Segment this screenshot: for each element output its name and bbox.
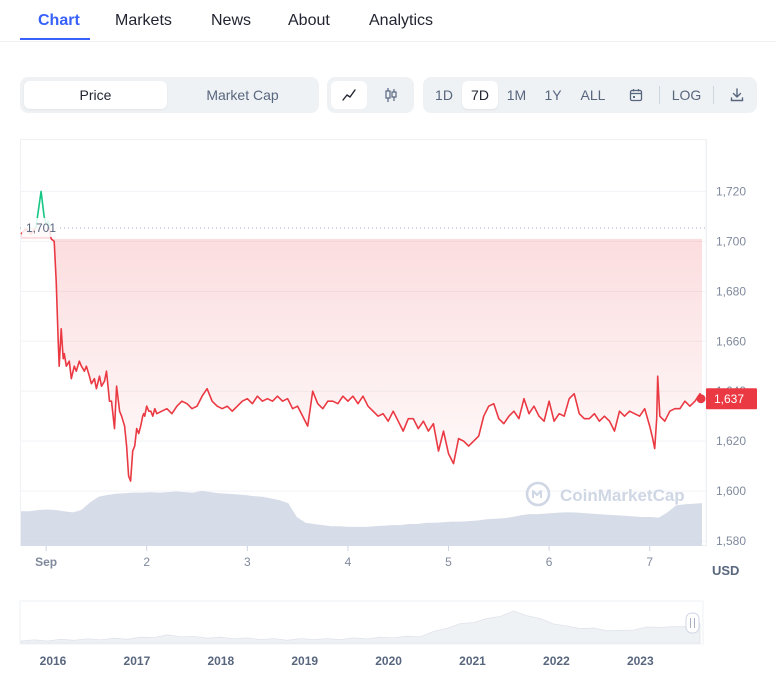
range-7d-button[interactable]: 7D	[462, 81, 498, 109]
current-price-dot	[696, 394, 706, 404]
price-series	[20, 190, 703, 482]
x-tick-label: 4	[345, 555, 352, 569]
y-tick-label: 1,580	[716, 534, 746, 548]
toolbar-divider	[659, 86, 660, 104]
x-tick-label: 7	[646, 555, 653, 569]
market-cap-toggle-button[interactable]: Market Cap	[206, 87, 279, 103]
x-tick-label: 3	[244, 555, 251, 569]
tab-news[interactable]: News	[211, 12, 252, 29]
tab-analytics[interactable]: Analytics	[369, 12, 434, 29]
range-all-button[interactable]: ALL	[580, 87, 606, 103]
toolbar-divider	[713, 86, 714, 104]
x-tick-label: Sep	[35, 555, 57, 569]
y-tick-label: 1,680	[716, 284, 746, 298]
x-axis: Sep 2 3 4 5 6 7	[35, 546, 653, 569]
overview-year-label: 2022	[543, 654, 570, 668]
y-tick-label: 1,600	[716, 484, 746, 498]
overview-year-label: 2018	[207, 654, 234, 668]
watermark: CoinMarketCap	[525, 481, 685, 507]
coinmarketcap-logo-icon	[525, 481, 551, 507]
x-tick-label: 2	[143, 555, 150, 569]
chart-style-toggle	[327, 77, 414, 113]
calendar-icon[interactable]	[618, 81, 654, 109]
price-toggle-button[interactable]: Price	[24, 81, 167, 109]
overview-year-label: 2019	[291, 654, 318, 668]
overview-axis: 2016 2017 2018 2019 2020 2021 2022 2023	[40, 654, 654, 668]
overview-year-label: 2023	[627, 654, 654, 668]
price-fill	[21, 228, 702, 482]
log-scale-button[interactable]: LOG	[671, 87, 702, 103]
y-tick-label: 1,620	[716, 434, 746, 448]
y-tick-label: 1,700	[716, 234, 746, 248]
overview-year-label: 2021	[459, 654, 486, 668]
open-reference-label: 1,701	[22, 218, 59, 237]
line-chart-icon[interactable]	[331, 81, 367, 109]
overview-year-label: 2016	[40, 654, 67, 668]
overview-navigator[interactable]	[19, 600, 704, 645]
tab-markets[interactable]: Markets	[115, 12, 172, 29]
main-tabs: Chart Markets News About Analytics	[0, 0, 776, 42]
x-tick-label: 5	[445, 555, 452, 569]
y-tick-label: 1,720	[716, 184, 746, 198]
x-tick-label: 6	[546, 555, 553, 569]
open-reference-value: 1,701	[26, 221, 56, 235]
volume-shape	[21, 490, 702, 546]
download-icon[interactable]	[719, 81, 755, 109]
tab-chart[interactable]: Chart	[38, 12, 80, 29]
active-tab-indicator	[20, 38, 90, 40]
range-1m-button[interactable]: 1M	[506, 87, 527, 103]
currency-unit-label: USD	[712, 563, 739, 578]
range-1d-button[interactable]: 1D	[435, 87, 453, 103]
range-toolbar: 1D 7D 1M 1Y ALL LOG	[423, 77, 757, 113]
range-1y-button[interactable]: 1Y	[544, 87, 562, 103]
watermark-text: CoinMarketCap	[560, 486, 685, 505]
current-price-tag: 1,637	[696, 388, 757, 410]
price-line-down	[20, 228, 703, 482]
overview-year-label: 2020	[375, 654, 402, 668]
overview-year-label: 2017	[124, 654, 151, 668]
metric-toggle: Price Market Cap	[20, 77, 319, 113]
overview-handle[interactable]	[685, 612, 700, 634]
current-price-value: 1,637	[714, 392, 744, 406]
tab-about[interactable]: About	[288, 12, 330, 29]
candlestick-icon[interactable]	[373, 81, 409, 109]
price-fill-shape	[21, 228, 702, 482]
y-tick-label: 1,660	[716, 334, 746, 348]
volume-area	[21, 490, 702, 546]
